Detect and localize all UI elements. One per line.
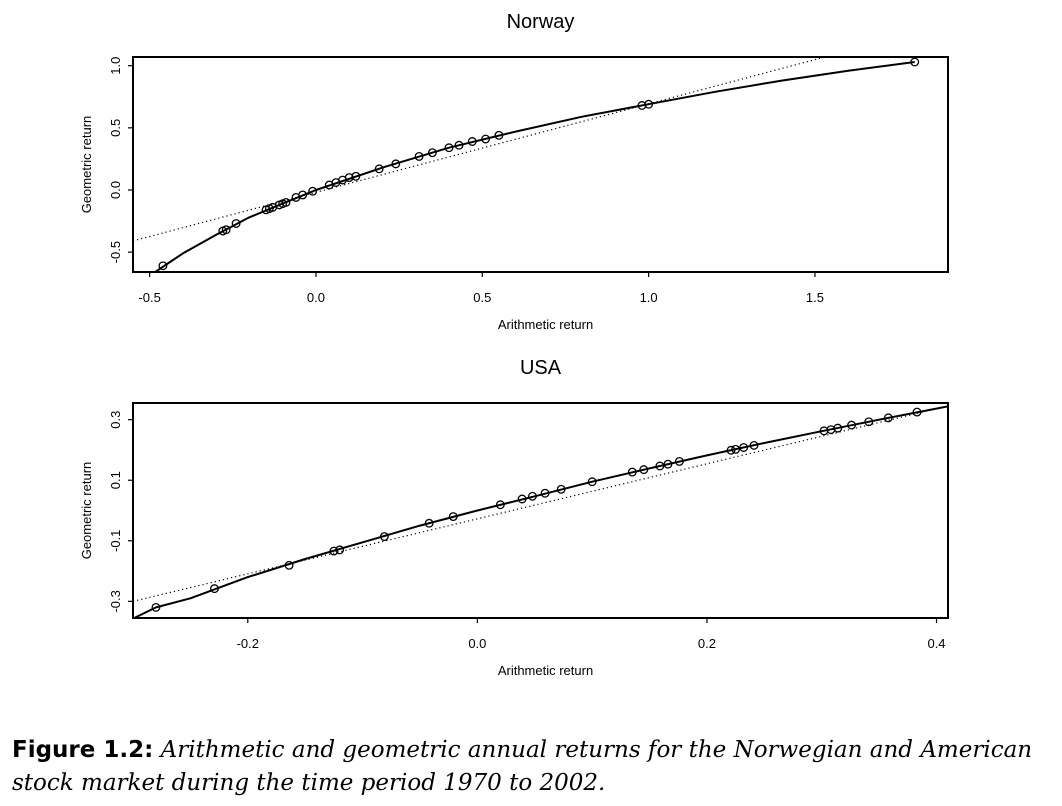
data-point [627, 467, 637, 477]
data-point [731, 444, 741, 454]
figure-caption: Figure 1.2: Arithmetic and geometric ann… [12, 734, 1052, 800]
data-point [847, 420, 857, 430]
data-point [414, 151, 424, 161]
data-point [587, 477, 597, 487]
data-point [655, 461, 665, 471]
data-point [481, 134, 491, 144]
data-point [739, 443, 749, 452]
figure-canvas: Norway -0.5 0.0 0.5 1.0 1.5 -0.5 0.0 0.5 1.0 Arith… [79, 11, 949, 678]
reference-dotted-line [133, 57, 826, 242]
data-point [454, 140, 464, 150]
data-point [374, 164, 384, 174]
panel-norway: Norway -0.5 0.0 0.5 1.0 1.5 -0.5 0.0 0.5 1.0 Arith… [79, 11, 949, 332]
data-point [637, 101, 647, 110]
y-tick-label: 0.5 [108, 119, 123, 137]
data-point [335, 545, 345, 555]
x-tick-label: 1.0 [640, 290, 658, 305]
fitted-curve [153, 61, 915, 272]
data-point [467, 137, 477, 146]
data-point [749, 440, 759, 450]
reference-dotted-line [133, 405, 948, 602]
chart-title: Norway [507, 11, 575, 33]
data-point [281, 197, 291, 207]
data-point [528, 491, 537, 501]
data-point [726, 445, 736, 455]
data-point [151, 602, 161, 612]
data-point [644, 99, 654, 109]
y-tick-label: 1.0 [108, 57, 123, 75]
data-point [231, 219, 241, 228]
panel-usa: USA -0.2 0.0 0.2 0.4 -0.3 -0.1 0.1 0.3 Arithmetic… [79, 357, 949, 678]
data-point [284, 560, 294, 570]
data-point [864, 417, 874, 427]
x-tick-label: 1.5 [806, 290, 824, 305]
data-point [663, 459, 673, 469]
x-axis-label: Arithmetic return [498, 317, 593, 332]
data-point [391, 159, 401, 169]
y-tick-label: -0.3 [108, 590, 123, 612]
caption-text: Arithmetic and geometric annual returns … [12, 737, 1033, 796]
plot-area [133, 57, 915, 272]
data-point [448, 512, 458, 522]
data-point [556, 484, 566, 494]
x-tick-label: -0.5 [138, 290, 160, 305]
data-point [639, 465, 649, 475]
y-tick-label: -0.1 [108, 530, 123, 552]
data-point [329, 546, 339, 556]
plot-area [133, 405, 948, 618]
data-point [158, 261, 168, 271]
data-point [540, 488, 550, 498]
data-point [883, 413, 893, 423]
data-point [833, 423, 843, 433]
data-point [298, 190, 308, 200]
y-tick-label: 0.0 [108, 181, 123, 199]
y-tick-label: -0.5 [108, 241, 123, 263]
data-point [674, 456, 684, 466]
data-point [494, 130, 504, 140]
fitted-curve [133, 405, 948, 618]
data-point [495, 500, 505, 510]
data-point [444, 143, 454, 153]
caption-figure-label: Figure 1.2: [12, 737, 154, 763]
data-point [379, 532, 389, 541]
y-axis-label: Geometric return [79, 116, 94, 214]
chart-title: USA [520, 357, 562, 379]
data-point [344, 173, 354, 182]
plot-frame [132, 402, 949, 619]
y-tick-label: 0.3 [108, 411, 123, 429]
y-axis-label: Geometric return [79, 462, 94, 560]
x-tick-label: 0.0 [307, 290, 325, 305]
data-point [351, 171, 361, 181]
data-point [221, 225, 231, 235]
plot-frame [132, 56, 949, 273]
data-point [912, 407, 922, 417]
data-point [910, 57, 920, 67]
x-tick-label: 0.5 [473, 290, 491, 305]
data-point [424, 518, 434, 528]
x-axis-label: Arithmetic return [498, 663, 593, 678]
data-point [427, 148, 437, 158]
x-tick-label: -0.2 [237, 636, 259, 651]
x-tick-label: 0.4 [927, 636, 945, 651]
y-tick-label: 0.1 [108, 471, 123, 489]
data-point [517, 494, 527, 504]
data-point [210, 584, 219, 594]
x-tick-label: 0.0 [468, 636, 486, 651]
x-tick-label: 0.2 [698, 636, 716, 651]
data-point [308, 186, 318, 196]
